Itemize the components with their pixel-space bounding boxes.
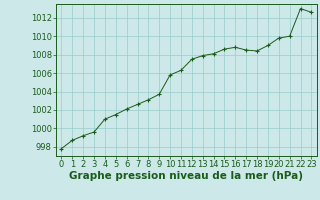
X-axis label: Graphe pression niveau de la mer (hPa): Graphe pression niveau de la mer (hPa): [69, 171, 303, 181]
